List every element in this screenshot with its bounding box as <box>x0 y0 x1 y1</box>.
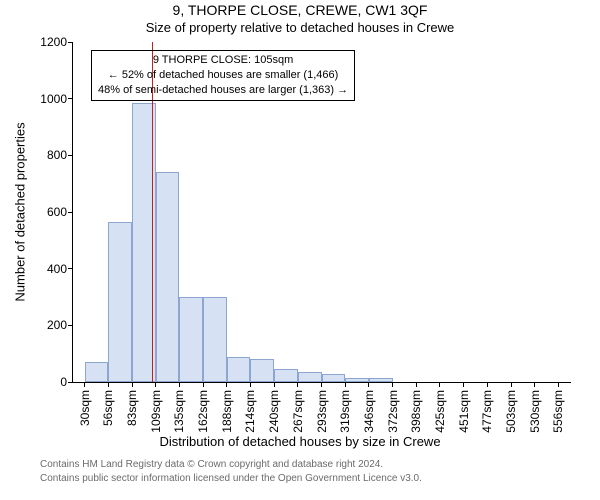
x-tick-label: 503sqm <box>504 390 518 433</box>
x-tick-label: 530sqm <box>528 390 542 433</box>
histogram-bar <box>156 172 180 382</box>
x-tick-label: 30sqm <box>78 390 92 426</box>
x-tick-mark <box>439 382 440 387</box>
x-tick-label: 240sqm <box>267 390 281 433</box>
x-tick-mark <box>487 382 488 387</box>
x-tick-mark <box>108 382 109 387</box>
x-tick-mark <box>132 382 133 387</box>
x-tick-mark <box>155 382 156 387</box>
footer-attribution: Contains HM Land Registry data © Crown c… <box>40 458 422 486</box>
y-tick-label: 1000 <box>40 92 73 106</box>
x-tick-label: 135sqm <box>172 390 186 433</box>
footer-line-1: Contains HM Land Registry data © Crown c… <box>40 458 422 472</box>
histogram-bar <box>227 357 251 383</box>
x-tick-label: 319sqm <box>338 390 352 433</box>
histogram-bar <box>85 362 109 382</box>
x-tick-label: 109sqm <box>149 390 163 433</box>
histogram-bar <box>203 297 227 382</box>
x-tick-mark <box>250 382 251 387</box>
x-tick-mark <box>368 382 369 387</box>
x-tick-mark <box>274 382 275 387</box>
x-tick-label: 451sqm <box>457 390 471 433</box>
x-tick-label: 188sqm <box>220 390 234 433</box>
histogram-bar <box>250 359 274 382</box>
footer-line-2: Contains public sector information licen… <box>40 472 422 486</box>
histogram-bar <box>322 374 346 383</box>
x-tick-mark <box>84 382 85 387</box>
x-tick-mark <box>511 382 512 387</box>
x-tick-mark <box>463 382 464 387</box>
x-tick-label: 346sqm <box>362 390 376 433</box>
annotation-box: 9 THORPE CLOSE: 105sqm← 52% of detached … <box>91 50 355 101</box>
x-tick-label: 556sqm <box>551 390 565 433</box>
x-tick-mark <box>558 382 559 387</box>
x-tick-mark <box>203 382 204 387</box>
x-tick-label: 56sqm <box>101 390 115 426</box>
histogram-bar <box>369 378 393 382</box>
y-tick-label: 1200 <box>40 35 73 49</box>
y-tick-label: 600 <box>47 205 73 219</box>
annotation-line: 48% of semi-detached houses are larger (… <box>98 83 348 98</box>
x-tick-label: 267sqm <box>291 390 305 433</box>
x-tick-mark <box>297 382 298 387</box>
x-tick-label: 293sqm <box>315 390 329 433</box>
x-tick-mark <box>226 382 227 387</box>
x-tick-label: 425sqm <box>433 390 447 433</box>
x-tick-label: 83sqm <box>125 390 139 426</box>
histogram-bar <box>179 297 203 382</box>
chart-subtitle: Size of property relative to detached ho… <box>0 20 600 35</box>
x-tick-label: 214sqm <box>243 390 257 433</box>
x-tick-mark <box>534 382 535 387</box>
annotation-line: 9 THORPE CLOSE: 105sqm <box>98 53 348 68</box>
x-tick-label: 162sqm <box>196 390 210 433</box>
y-tick-label: 0 <box>60 375 73 389</box>
y-tick-label: 800 <box>47 148 73 162</box>
y-axis-label: Number of detached properties <box>13 122 28 301</box>
x-tick-mark <box>392 382 393 387</box>
annotation-line: ← 52% of detached houses are smaller (1,… <box>98 68 348 83</box>
histogram-bar <box>298 372 322 382</box>
x-tick-label: 477sqm <box>480 390 494 433</box>
x-tick-label: 398sqm <box>409 390 423 433</box>
x-tick-mark <box>321 382 322 387</box>
histogram-bar <box>345 378 369 382</box>
histogram-bar <box>108 222 132 382</box>
histogram-bar <box>274 369 298 382</box>
x-tick-mark <box>345 382 346 387</box>
y-tick-label: 200 <box>47 318 73 332</box>
plot-area: 02004006008001000120030sqm56sqm83sqm109s… <box>72 42 571 383</box>
x-tick-mark <box>179 382 180 387</box>
y-tick-label: 400 <box>47 262 73 276</box>
chart-title: 9, THORPE CLOSE, CREWE, CW1 3QF <box>0 2 600 18</box>
x-tick-mark <box>416 382 417 387</box>
x-axis-label: Distribution of detached houses by size … <box>0 434 600 449</box>
x-tick-label: 372sqm <box>386 390 400 433</box>
